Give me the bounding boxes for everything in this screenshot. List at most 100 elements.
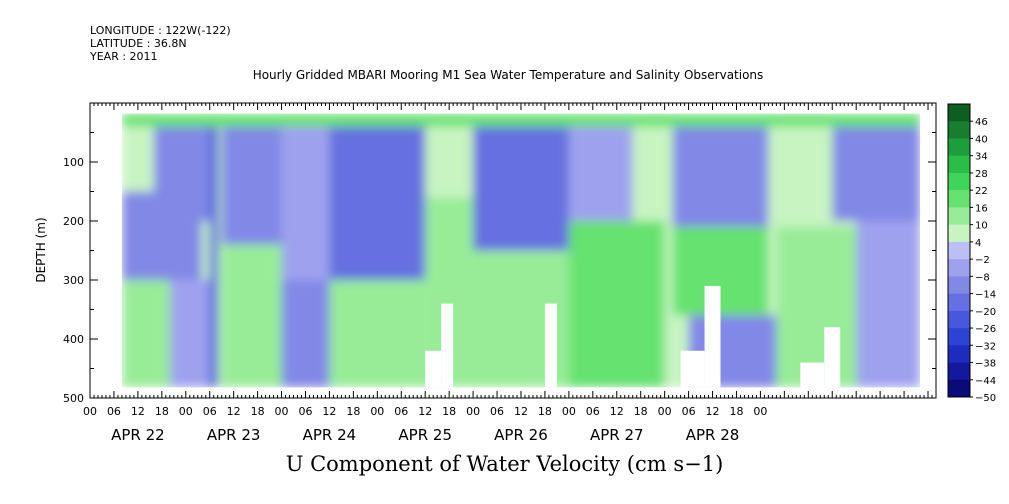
x-hour-label: 18 [251,405,265,418]
field-region-19 [672,126,769,227]
year-label: YEAR : 2011 [90,50,158,63]
colorbar-label: 10 [975,221,988,232]
x-hour-label: 18 [538,405,552,418]
colorbar-bin [948,259,970,277]
field-region-16 [568,126,633,221]
colorbar-label: 4 [975,238,981,249]
x-axis: 00 06 12 18 00 06 12 18 00 06 12 18 00 06 12 18 00 06 12 18… [83,103,937,444]
field-region-25 [856,221,921,388]
colorbar-bin [948,328,970,346]
colorbar-bin [948,190,970,208]
no-data-gap-3 [680,350,705,388]
field-region-8 [281,126,330,280]
y-tick-label: 100 [63,156,84,169]
x-hour-label: 06 [586,405,600,418]
velocity-field [90,103,936,398]
x-day-label: APR 22 [111,426,165,444]
x-hour-label: 18 [634,405,648,418]
colorbar-bin [948,138,970,157]
colorbar-label: 16 [975,203,988,214]
colorbar-bin [948,121,970,139]
field-region-5 [209,126,218,388]
x-hour-label: 06 [298,405,312,418]
colorbar-bin [948,155,970,174]
field-region-10 [329,126,426,280]
colorbar-label: −44 [975,376,996,387]
no-data-gap-2 [544,303,557,388]
colorbar-label: −32 [975,341,996,352]
colorbar: 46 40 34 28 22 16 10 4 −2 −8 −14 −20 −26 −32 −38 −44 −50 [947,103,996,404]
field-region-23 [776,226,857,388]
no-data-gap-0 [425,350,442,388]
field-region-26 [121,113,921,127]
field-region-2 [121,280,170,388]
colorbar-bin [948,241,970,260]
x-hour-label: 12 [131,405,145,418]
x-hour-label: 06 [203,405,217,418]
x-hour-label: 00 [179,405,193,418]
x-day-label: APR 25 [398,426,452,444]
field-region-14 [473,126,569,251]
field-region-4 [169,280,210,388]
colorbar-label: 28 [975,169,988,180]
x-hour-label: 06 [682,405,696,418]
field-region-6 [221,126,282,245]
y-tick-label: 400 [63,333,84,346]
x-hour-label: 00 [275,405,289,418]
y-tick-label: 500 [63,392,84,405]
no-data-gap-5 [800,362,825,388]
field-region-7 [221,244,282,388]
field-region-17 [568,221,665,388]
x-hour-label: 12 [227,405,241,418]
chart-title: Hourly Gridded MBARI Mooring M1 Sea Wate… [252,68,764,82]
x-hour-label: 12 [322,405,336,418]
colorbar-bin [948,104,970,122]
x-hour-label: 00 [562,405,576,418]
colorbar-bin [948,362,970,381]
field-region-11 [329,280,426,388]
colorbar-label: −26 [975,324,996,335]
colorbar-bin [948,293,970,312]
no-data-gap-1 [441,303,454,388]
colorbar-label: −8 [975,272,990,283]
x-hour-label: 12 [610,405,624,418]
y-axis-label: DEPTH (m) [34,217,48,282]
y-tick-label: 200 [63,215,84,228]
x-hour-label: 00 [466,405,480,418]
colorbar-label: −20 [975,307,996,318]
no-data-right [920,103,936,398]
chart-caption: U Component of Water Velocity (cm s−1) [285,452,724,476]
colorbar-frame [947,103,971,398]
y-tick-label: 300 [63,274,84,287]
no-data-gap-4 [704,285,721,388]
no-data-bottom [90,387,936,398]
colorbar-label: 46 [975,117,988,128]
y-axis: 100 200 300 400 500 [63,132,936,405]
no-data-left [90,103,122,398]
colorbar-label: 40 [975,134,988,145]
x-day-label: APR 26 [494,426,548,444]
colorbar-label: −2 [975,255,990,266]
x-hour-label: 12 [706,405,720,418]
colorbar-label: 22 [975,186,988,197]
x-hour-label: 06 [394,405,408,418]
colorbar-bin [948,172,970,191]
field-region-22 [768,126,833,227]
field-region-3 [153,126,210,221]
colorbar-label: 34 [975,152,988,163]
x-hour-label: 06 [490,405,504,418]
x-hour-label: 12 [418,405,432,418]
colorbar-bin [948,345,970,363]
colorbar-bin [948,276,970,294]
colorbar-bin [948,310,970,329]
colorbar-bin [948,224,970,243]
x-hour-label: 18 [346,405,360,418]
x-hour-label: 00 [370,405,384,418]
latitude-label: LATITUDE : 36.8N [90,37,187,50]
field-region-15 [489,250,569,388]
colorbar-bin [948,207,970,225]
x-day-label: APR 24 [303,426,357,444]
x-day-label: APR 27 [590,426,644,444]
x-hour-label: 00 [83,405,97,418]
colorbar-bin [948,379,970,398]
